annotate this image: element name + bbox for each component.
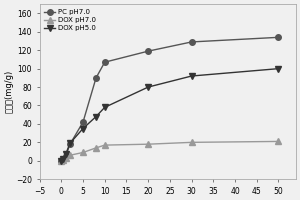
DOX pH7.0 [81,151,85,154]
DOX pH7.0 [146,143,150,145]
DOX pH5.0 [64,153,68,156]
DOX pH7.0 [64,157,68,159]
DOX pH5.0 [277,67,280,70]
DOX pH7.0 [277,140,280,143]
PC pH7.0 [62,158,65,160]
DOX pH5.0 [81,127,85,130]
Line: DOX pH5.0: DOX pH5.0 [58,66,281,164]
DOX pH7.0 [62,159,65,161]
DOX pH7.0 [59,160,63,162]
PC pH7.0 [277,36,280,39]
DOX pH5.0 [146,86,150,88]
DOX pH5.0 [103,106,106,109]
DOX pH7.0 [190,141,194,144]
PC pH7.0 [94,77,98,79]
DOX pH5.0 [59,160,63,162]
PC pH7.0 [81,121,85,123]
Legend: PC pH7.0, DOX pH7.0, DOX pH5.0: PC pH7.0, DOX pH7.0, DOX pH5.0 [43,8,98,33]
DOX pH7.0 [94,147,98,149]
PC pH7.0 [190,41,194,43]
PC pH7.0 [64,155,68,157]
Y-axis label: 放药率(mg/g): 放药率(mg/g) [4,70,13,113]
DOX pH5.0 [94,115,98,118]
PC pH7.0 [103,61,106,63]
Line: PC pH7.0: PC pH7.0 [58,35,281,164]
DOX pH7.0 [103,144,106,146]
PC pH7.0 [68,143,72,145]
PC pH7.0 [146,50,150,52]
DOX pH5.0 [68,142,72,144]
DOX pH7.0 [68,154,72,156]
DOX pH5.0 [62,158,65,160]
PC pH7.0 [59,160,63,162]
Line: DOX pH7.0: DOX pH7.0 [58,139,281,164]
DOX pH5.0 [190,75,194,77]
